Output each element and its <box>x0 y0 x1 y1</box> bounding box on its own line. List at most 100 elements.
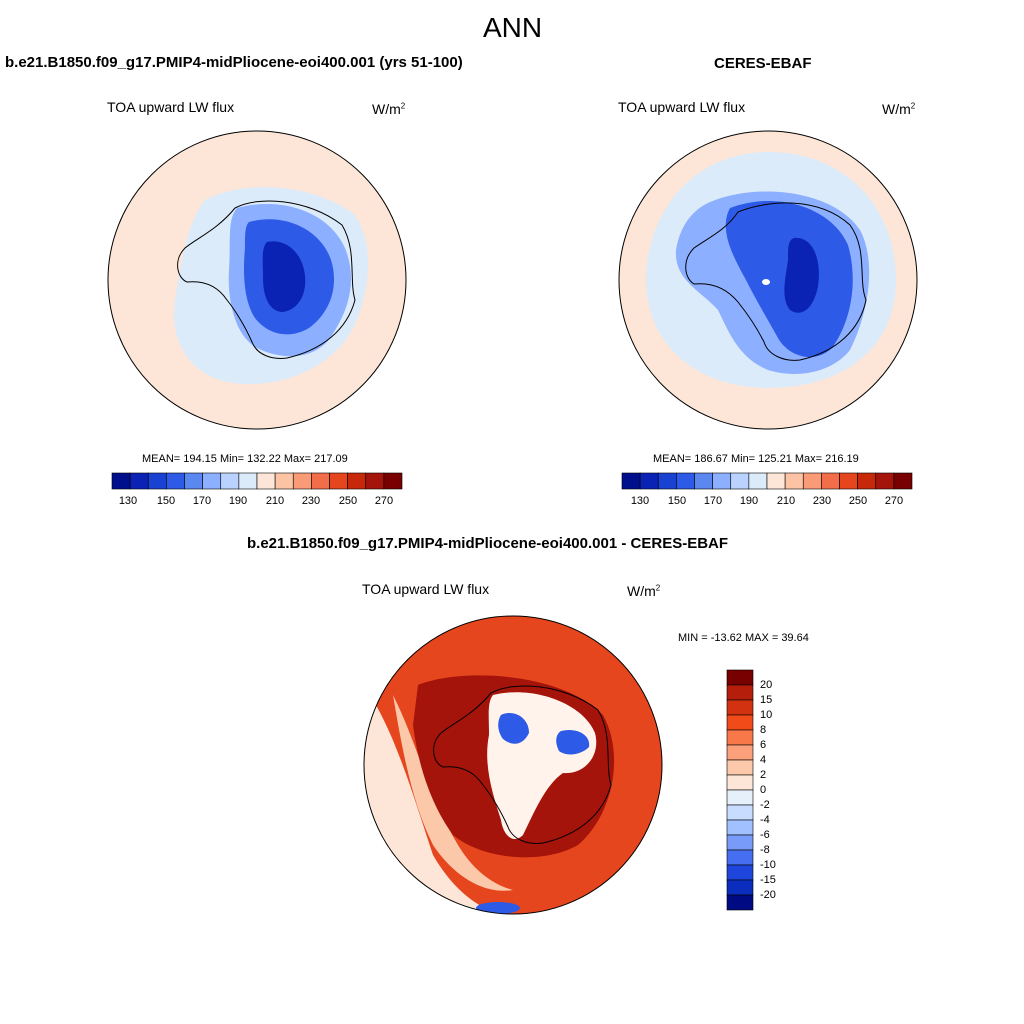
diff-colorbar <box>726 669 754 911</box>
colorbar-swatch <box>726 804 754 821</box>
units-superscript: 2 <box>910 101 916 111</box>
diff-polar-map <box>363 615 663 915</box>
colorbar-swatch <box>726 834 754 851</box>
colorbar-swatch <box>347 472 367 490</box>
colorbar-tick-label: -4 <box>760 814 770 826</box>
colorbar-tick-label: 2 <box>760 769 767 781</box>
colorbar-swatch <box>238 472 258 490</box>
obs-polar-map <box>618 130 918 430</box>
colorbar-tick-label: 150 <box>156 495 176 507</box>
colorbar-swatch <box>726 894 754 911</box>
obs-stats: MEAN= 186.67 Min= 125.21 Max= 216.19 <box>653 453 859 465</box>
colorbar-tick-label: 10 <box>760 709 773 721</box>
obs-variable-label: TOA upward LW flux <box>618 99 746 115</box>
colorbar-tick-label: -15 <box>760 874 776 886</box>
figure-title: ANN <box>483 12 543 43</box>
colorbar-tick-label: 150 <box>667 495 687 507</box>
colorbar-tick-label: -8 <box>760 844 770 856</box>
colorbar-swatch <box>220 472 240 490</box>
colorbar-tick-label: 170 <box>703 495 723 507</box>
colorbar-tick-label: 270 <box>884 495 904 507</box>
diff-negative-region-west <box>498 713 529 744</box>
units-text: W/m <box>372 101 401 117</box>
colorbar-swatch <box>802 472 822 490</box>
colorbar-tick-label: -10 <box>760 859 776 871</box>
model-polar-map <box>107 130 407 430</box>
colorbar-swatch <box>726 699 754 716</box>
units-superscript: 2 <box>400 101 406 111</box>
obs-panel-header: CERES-EBAF <box>714 55 812 72</box>
map-boundary <box>618 130 918 430</box>
diff-colorbar-ticks: 20 15 10 8 6 4 2 0 -2 -4 -6 -8 -10 -15 -… <box>760 670 800 910</box>
missing-data-spot <box>762 279 770 285</box>
colorbar-swatch <box>857 472 877 490</box>
colorbar-swatch <box>821 472 840 490</box>
units-text: W/m <box>882 101 911 117</box>
colorbar-swatch <box>893 472 913 490</box>
diff-units: W/m2 <box>627 583 660 599</box>
colorbar-tick-label: 270 <box>374 495 394 507</box>
diff-weak-positive-band <box>393 695 513 891</box>
colorbar-tick-label: 8 <box>760 724 767 736</box>
colorbar-tick-label: 0 <box>760 784 767 796</box>
colorbar-tick-label: 170 <box>192 495 212 507</box>
colorbar-tick-label: 4 <box>760 754 767 766</box>
colorbar-tick-label: -20 <box>760 889 776 901</box>
colorbar-swatch <box>329 472 348 490</box>
colorbar-swatch <box>129 472 149 490</box>
map-boundary <box>363 615 663 915</box>
colorbar-swatch <box>639 472 659 490</box>
colorbar-swatch <box>184 472 203 490</box>
ice-core-region <box>262 241 306 312</box>
colorbar-swatch <box>726 864 754 881</box>
colorbar-swatch <box>292 472 312 490</box>
colorbar-tick-label: -6 <box>760 829 770 841</box>
units-superscript: 2 <box>655 583 661 593</box>
colorbar-swatch <box>726 879 754 896</box>
colorbar-tick-label: 250 <box>338 495 358 507</box>
colorbar-swatch <box>365 472 385 490</box>
units-text: W/m <box>627 583 656 599</box>
colorbar-swatch <box>147 472 167 490</box>
colorbar-swatch <box>875 472 895 490</box>
colorbar-tick-label: 190 <box>228 495 248 507</box>
diff-near-zero-sector <box>364 685 513 914</box>
diff-negative-region-east <box>556 729 590 755</box>
colorbar-swatch <box>726 729 754 746</box>
colorbar-tick-label: 6 <box>760 739 767 751</box>
colorbar-tick-label: 130 <box>118 495 138 507</box>
colorbar-swatch <box>694 472 713 490</box>
antarctica-coastline <box>685 202 867 361</box>
model-colorbar <box>111 472 403 490</box>
diff-negative-edge-patch <box>476 902 520 914</box>
diff-variable-label: TOA upward LW flux <box>362 581 490 597</box>
colorbar-tick-label: 15 <box>760 694 773 706</box>
model-colorbar-ticks: 130 150 170 190 210 230 250 270 <box>112 495 402 509</box>
colorbar-tick-label: -2 <box>760 799 770 811</box>
obs-colorbar <box>621 472 913 490</box>
colorbar-swatch <box>839 472 858 490</box>
model-stats: MEAN= 194.15 Min= 132.22 Max= 217.09 <box>142 453 348 465</box>
colorbar-tick-label: 250 <box>848 495 868 507</box>
colorbar-swatch <box>383 472 403 490</box>
colorbar-swatch <box>766 472 786 490</box>
ice-core-region <box>784 237 819 313</box>
colorbar-swatch <box>726 744 754 761</box>
colorbar-swatch <box>657 472 677 490</box>
colorbar-swatch <box>256 472 276 490</box>
model-variable-label: TOA upward LW flux <box>107 99 235 115</box>
colorbar-swatch <box>730 472 750 490</box>
model-panel-header: b.e21.B1850.f09_g17.PMIP4-midPliocene-eo… <box>5 54 463 71</box>
colorbar-tick-label: 210 <box>776 495 796 507</box>
obs-units: W/m2 <box>882 101 915 117</box>
colorbar-swatch <box>784 472 804 490</box>
colorbar-swatch <box>311 472 330 490</box>
colorbar-swatch <box>726 774 754 791</box>
colorbar-swatch <box>202 472 222 490</box>
colorbar-tick-label: 210 <box>265 495 285 507</box>
colorbar-swatch <box>726 759 754 776</box>
colorbar-swatch <box>726 714 754 731</box>
obs-colorbar-ticks: 130 150 170 190 210 230 250 270 <box>622 495 912 509</box>
colorbar-swatch <box>726 669 754 686</box>
map-boundary <box>107 130 407 430</box>
